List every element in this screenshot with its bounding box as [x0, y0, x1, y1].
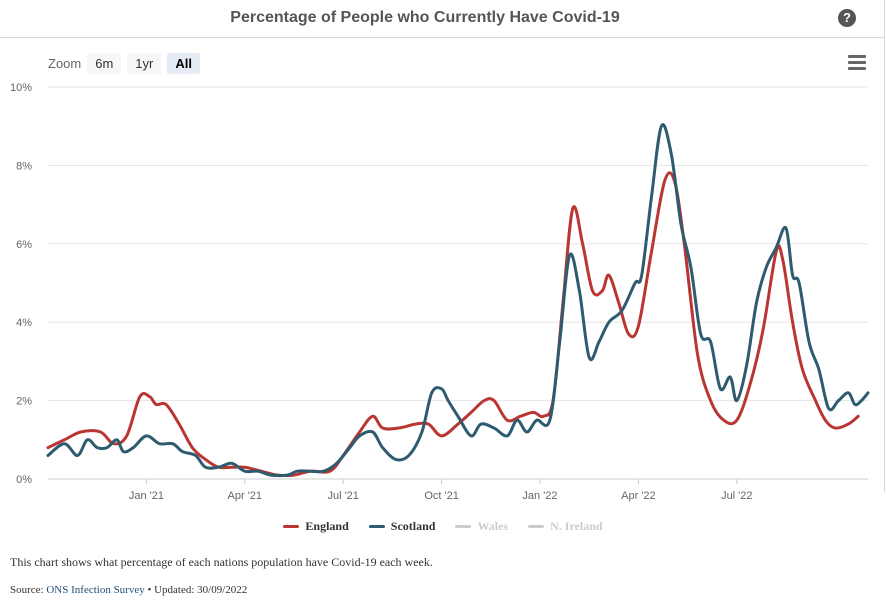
x-tick-label: Jan '21 [129, 490, 164, 502]
line-chart: 0% 2% 4% 6% 8% 10% Jan '21 Apr '21 Jul '21 Oct '2… [10, 82, 870, 502]
x-tick-label: Apr '22 [621, 490, 656, 502]
chart-header: Percentage of People who Currently Have … [0, 0, 884, 38]
x-tick-label: Jan '22 [522, 490, 557, 502]
question-circle-icon[interactable]: ? [838, 9, 856, 27]
chart-title: Percentage of People who Currently Have … [230, 9, 620, 26]
zoom-controls: Zoom 6m 1yr All [48, 52, 206, 74]
legend-item-wales[interactable]: Wales [455, 519, 508, 534]
source-prefix: Source: [10, 584, 47, 596]
legend-label: Scotland [390, 519, 436, 533]
legend-item-england[interactable]: England [283, 519, 349, 534]
legend-label: Wales [477, 519, 509, 533]
chart-legend: England Scotland Wales N. Ireland [0, 519, 886, 534]
legend-swatch [283, 525, 300, 528]
y-tick-label: 2% [16, 396, 32, 408]
series-line-england [46, 171, 860, 478]
zoom-6m-button[interactable]: 6m [87, 52, 122, 74]
chart-frame-border [884, 0, 885, 492]
hamburger-menu-icon[interactable] [848, 55, 866, 70]
legend-label: England [305, 519, 349, 533]
x-tick-label: Oct '21 [424, 490, 459, 502]
legend-swatch [528, 525, 545, 528]
source-suffix: • Updated: 30/09/2022 [144, 584, 248, 596]
legend-swatch [368, 525, 385, 528]
zoom-all-button[interactable]: All [167, 52, 200, 74]
legend-label: N. Ireland [550, 519, 603, 533]
legend-item-scotland[interactable]: Scotland [368, 519, 436, 534]
x-tick-label: Apr '21 [228, 490, 263, 502]
zoom-label: Zoom [48, 55, 82, 71]
chart-caption: This chart shows what percentage of each… [10, 555, 433, 569]
legend-item-n-ireland[interactable]: N. Ireland [528, 519, 603, 534]
y-tick-label: 0% [16, 474, 32, 486]
legend-swatch [455, 525, 472, 528]
zoom-1yr-button[interactable]: 1yr [127, 52, 162, 74]
y-tick-label: 8% [16, 160, 32, 172]
y-tick-label: 10% [10, 82, 32, 94]
source-link[interactable]: ONS Infection Survey [46, 584, 145, 596]
series-line-scotland [46, 123, 870, 478]
x-tick-label: Jul '22 [721, 490, 752, 502]
y-tick-label: 6% [16, 239, 32, 251]
source-line: Source: ONS Infection Survey • Updated: … [10, 584, 247, 596]
y-tick-label: 4% [16, 317, 32, 329]
x-tick-label: Jul '21 [327, 490, 358, 502]
